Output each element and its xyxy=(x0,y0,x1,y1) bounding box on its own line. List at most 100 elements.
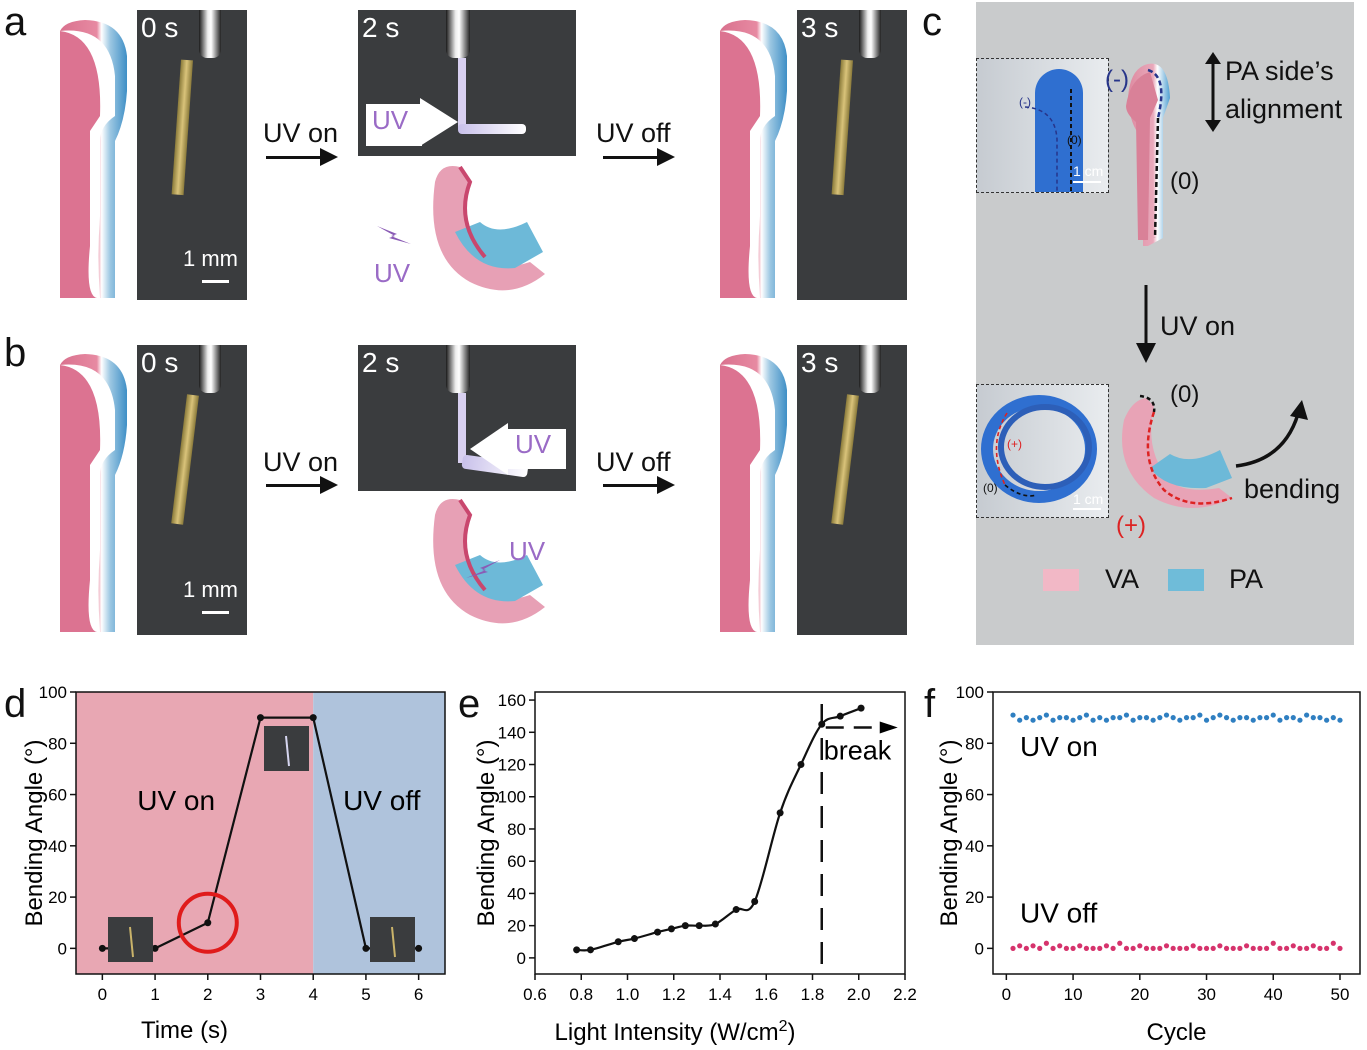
x-tick-label: 20 xyxy=(1130,985,1149,1004)
data-point-uv-off xyxy=(1264,946,1269,951)
x-tick-label: 2 xyxy=(203,985,212,1004)
data-point-uv-off xyxy=(1331,941,1336,946)
photo-b-3s: 3 s xyxy=(797,345,907,635)
data-point-uv-on xyxy=(1304,712,1309,717)
pa-side-label-2: alignment xyxy=(1225,94,1342,125)
data-point xyxy=(668,925,675,932)
x-tick-label: 0 xyxy=(1002,985,1011,1004)
arrow-line xyxy=(266,156,322,159)
data-point-uv-off xyxy=(1184,946,1189,951)
data-point-uv-off xyxy=(1077,943,1082,948)
legend-pa-label: PA xyxy=(1229,564,1263,595)
data-point-uv-off xyxy=(1251,946,1256,951)
data-point-uv-on xyxy=(1037,715,1042,720)
data-point-uv-off xyxy=(1237,946,1242,951)
data-point-uv-off xyxy=(1090,946,1095,951)
data-point-uv-on xyxy=(1191,715,1196,720)
bending-label: bending xyxy=(1244,474,1340,505)
arrow-right-icon xyxy=(320,148,338,166)
data-point-uv-off xyxy=(1044,941,1049,946)
y-tick-label: 40 xyxy=(965,837,984,856)
data-point-uv-off xyxy=(1164,943,1169,948)
data-point-uv-on xyxy=(1024,715,1029,720)
data-line xyxy=(577,708,861,950)
strip-schematic-a0 xyxy=(55,16,130,301)
inset-minus-label: (-) xyxy=(1019,95,1031,109)
x-tick-label: 10 xyxy=(1064,985,1083,1004)
uv-on-label: UV on xyxy=(263,447,338,478)
data-point-uv-on xyxy=(1090,718,1095,723)
data-point-uv-off xyxy=(1257,946,1262,951)
y-tick-label: 0 xyxy=(517,949,526,968)
data-point-uv-on xyxy=(1257,715,1262,720)
y-tick-label: 20 xyxy=(965,888,984,907)
photo-a-3s: 3 s xyxy=(797,10,907,300)
data-point xyxy=(99,945,106,952)
data-point-uv-on xyxy=(1151,718,1156,723)
break-annotation: break xyxy=(824,736,892,766)
data-point-uv-off xyxy=(1324,946,1329,951)
data-point-uv-off xyxy=(1271,941,1276,946)
inset-photo-bottom: (+) (0) 1 cm xyxy=(976,384,1109,518)
data-point xyxy=(204,919,211,926)
y-tick-label: 60 xyxy=(507,852,526,871)
arrow-line xyxy=(603,156,659,159)
data-point-uv-on xyxy=(1197,712,1202,717)
data-point-uv-on xyxy=(1124,712,1129,717)
data-point-uv-on xyxy=(1317,715,1322,720)
data-point xyxy=(696,922,703,929)
data-point-uv-on xyxy=(1164,712,1169,717)
data-point-uv-on xyxy=(1324,718,1329,723)
y-tick-label: 80 xyxy=(48,734,67,753)
data-point xyxy=(654,929,661,936)
data-point-uv-on xyxy=(1144,715,1149,720)
y-tick-label: 80 xyxy=(965,734,984,753)
data-point-uv-off xyxy=(1297,946,1302,951)
chart-e: 0.6 0.8 1.0 1.2 1.4 1.6 1.8 2.0 2.20204060801001… xyxy=(455,680,925,1050)
x-tick-label: 1 xyxy=(150,985,159,1004)
data-point-uv-on xyxy=(1277,718,1282,723)
data-point-uv-on xyxy=(1251,718,1256,723)
data-point xyxy=(837,713,844,720)
data-point-uv-off xyxy=(1311,943,1316,948)
data-point-uv-on xyxy=(1244,715,1249,720)
data-point xyxy=(415,945,422,952)
y-tick-label: 40 xyxy=(507,884,526,903)
data-point-uv-off xyxy=(1030,943,1035,948)
panel-label-b: b xyxy=(4,333,26,373)
time-label: 3 s xyxy=(801,347,838,379)
minus-label: (-) xyxy=(1105,66,1129,94)
x-axis-label: Cycle xyxy=(1146,1019,1206,1046)
data-point-uv-off xyxy=(1144,946,1149,951)
x-tick-label: 50 xyxy=(1331,985,1350,1004)
inset2-scale-bar xyxy=(1073,508,1101,510)
data-point-uv-off xyxy=(1117,941,1122,946)
time-label: 0 s xyxy=(141,12,178,44)
data-point-uv-off xyxy=(1024,946,1029,951)
zero-bottom-label: (0) xyxy=(1170,381,1199,409)
data-point-uv-off xyxy=(1050,946,1055,951)
data-point-uv-on xyxy=(1050,718,1055,723)
data-point-uv-on xyxy=(1297,718,1302,723)
y-tick-label: 140 xyxy=(498,723,526,742)
data-point-uv-on xyxy=(1104,718,1109,723)
photo-a-2s: 2 s UV xyxy=(358,10,576,156)
data-point-uv-on xyxy=(1231,718,1236,723)
x-tick-label: 1.4 xyxy=(708,985,732,1004)
y-tick-label: 100 xyxy=(498,788,526,807)
data-point xyxy=(751,898,758,905)
data-point-uv-on xyxy=(1064,715,1069,720)
data-point-uv-on xyxy=(1237,715,1242,720)
x-axis-label-sup: 2 xyxy=(779,1018,788,1035)
data-point-uv-on xyxy=(1057,715,1062,720)
arrow-line xyxy=(603,484,659,487)
data-point-uv-on xyxy=(1264,715,1269,720)
data-point xyxy=(777,809,784,816)
uv-arrow-label: UV xyxy=(372,105,408,136)
y-tick-label: 160 xyxy=(498,691,526,710)
data-point-uv-on xyxy=(1311,715,1316,720)
y-tick-label: 80 xyxy=(507,820,526,839)
x-axis-label: Light Intensity (W/cm2) xyxy=(555,1018,796,1046)
data-point-uv-off xyxy=(1231,946,1236,951)
data-point-uv-off xyxy=(1224,946,1229,951)
